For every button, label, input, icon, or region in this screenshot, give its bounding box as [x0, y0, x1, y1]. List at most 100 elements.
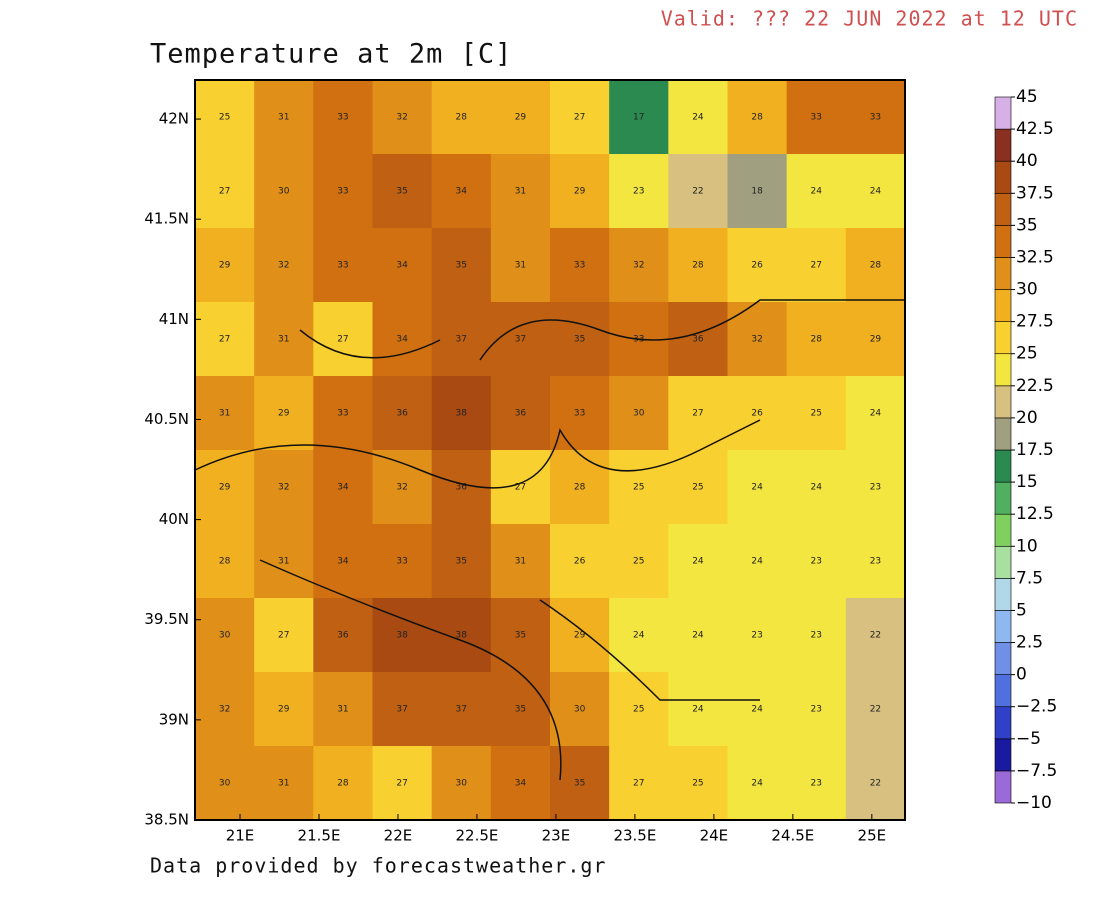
temp-cell — [254, 598, 314, 673]
temp-label: 31 — [515, 187, 526, 197]
x-tick-label: 23E — [542, 827, 571, 845]
temp-label: 27 — [633, 779, 644, 789]
temp-label: 30 — [278, 187, 290, 197]
temp-label: 37 — [396, 705, 407, 715]
colorbar-label: 15 — [1016, 472, 1038, 492]
temp-cell — [254, 450, 314, 525]
temp-cell — [668, 450, 728, 525]
temp-cell — [195, 672, 255, 747]
temp-cell — [550, 154, 610, 229]
colorbar-swatch — [994, 192, 1012, 226]
temp-label: 37 — [456, 705, 467, 715]
temp-label: 28 — [456, 113, 468, 123]
temp-cell — [195, 228, 255, 303]
temp-cell — [431, 746, 492, 821]
temp-label: 29 — [278, 705, 290, 715]
y-tick-label: 40N — [159, 510, 189, 528]
colorbar-label: 20 — [1016, 408, 1038, 428]
temp-cell — [313, 80, 373, 155]
x-tick-label: 24E — [700, 827, 729, 845]
temp-label: 23 — [870, 557, 881, 567]
temp-cell — [550, 302, 610, 377]
temp-cell — [372, 228, 433, 303]
temp-cell — [195, 598, 255, 673]
colorbar-swatch — [994, 578, 1012, 611]
footer: Data provided by forecastweather.gr — [150, 854, 606, 878]
temp-cell — [668, 672, 728, 747]
temp-label: 28 — [811, 335, 823, 345]
colorbar-label: −2.5 — [1016, 697, 1057, 717]
temp-cell — [668, 228, 728, 303]
temp-label: 27 — [811, 261, 822, 271]
map-frame — [194, 79, 906, 821]
temp-label: 35 — [574, 335, 585, 345]
temp-label: 24 — [870, 187, 882, 197]
temp-cell — [668, 302, 728, 377]
temp-label: 33 — [337, 187, 348, 197]
temp-label: 32 — [751, 335, 762, 345]
temp-cell — [550, 376, 610, 451]
temp-cell — [490, 302, 551, 377]
temp-label: 35 — [515, 631, 526, 641]
temp-label: 34 — [396, 335, 408, 345]
temp-label: 33 — [574, 409, 585, 419]
temp-cell — [668, 376, 728, 451]
temp-label: 29 — [219, 483, 231, 493]
temp-cell — [845, 154, 906, 229]
temp-label: 32 — [219, 705, 230, 715]
temp-cell — [668, 598, 728, 673]
temp-label: 36 — [337, 631, 349, 641]
temp-cell — [490, 228, 551, 303]
temp-label: 29 — [515, 113, 527, 123]
colorbar-swatch — [994, 674, 1012, 708]
temp-cell — [195, 80, 255, 155]
temp-cell — [609, 746, 669, 821]
temp-label: 33 — [811, 113, 822, 123]
colorbar: −10 −7.5 −5 −2.5 0 2.5 5 7.5 10 12.5 15 17.5 20 22.5 2… — [994, 87, 1057, 813]
temp-label: 38 — [456, 631, 468, 641]
temp-label: 28 — [751, 113, 763, 123]
temp-label: 25 — [633, 705, 644, 715]
colorbar-swatch — [994, 160, 1012, 194]
temp-cell — [845, 80, 906, 155]
colorbar-swatch — [994, 321, 1012, 355]
temp-label: 29 — [574, 631, 586, 641]
temp-label: 18 — [751, 187, 763, 197]
temp-label: 30 — [456, 779, 468, 789]
temp-label: 29 — [278, 409, 290, 419]
temp-label: 27 — [692, 409, 703, 419]
temp-label: 31 — [278, 557, 289, 567]
temp-cell — [313, 228, 373, 303]
temp-label: 29 — [870, 335, 882, 345]
temp-cell — [490, 80, 551, 155]
colorbar-label: 2.5 — [1016, 633, 1043, 653]
y-tick-label: 38.5N — [144, 811, 189, 829]
temp-cell — [550, 598, 610, 673]
temp-label: 33 — [396, 557, 407, 567]
x-tick-label: 22.5E — [456, 827, 499, 845]
colorbar-label: 42.5 — [1016, 119, 1054, 139]
colorbar-label: 40 — [1016, 151, 1038, 171]
temp-label: 26 — [751, 409, 763, 419]
temp-cell — [490, 376, 551, 451]
colorbar-label: 30 — [1016, 280, 1038, 300]
x-tick-label: 22E — [384, 827, 413, 845]
y-tick-label: 39N — [159, 710, 189, 728]
temp-label: 22 — [870, 705, 881, 715]
colorbar-swatch — [994, 96, 1012, 130]
y-tick-label: 41.5N — [144, 210, 189, 228]
temp-cell — [254, 746, 314, 821]
temp-cell — [431, 228, 492, 303]
temp-cell — [786, 376, 847, 451]
y-tick-label: 40.5N — [144, 410, 189, 428]
temp-label: 33 — [337, 409, 348, 419]
temp-label: 38 — [456, 409, 468, 419]
y-tick-label: 39.5N — [144, 610, 189, 628]
colorbar-label: 5 — [1016, 600, 1027, 620]
temp-label: 29 — [219, 261, 231, 271]
temp-cell — [727, 598, 788, 673]
temp-cell — [727, 450, 788, 525]
temp-cell — [786, 746, 847, 821]
temp-label: 28 — [219, 557, 231, 567]
temp-label: 31 — [219, 409, 230, 419]
